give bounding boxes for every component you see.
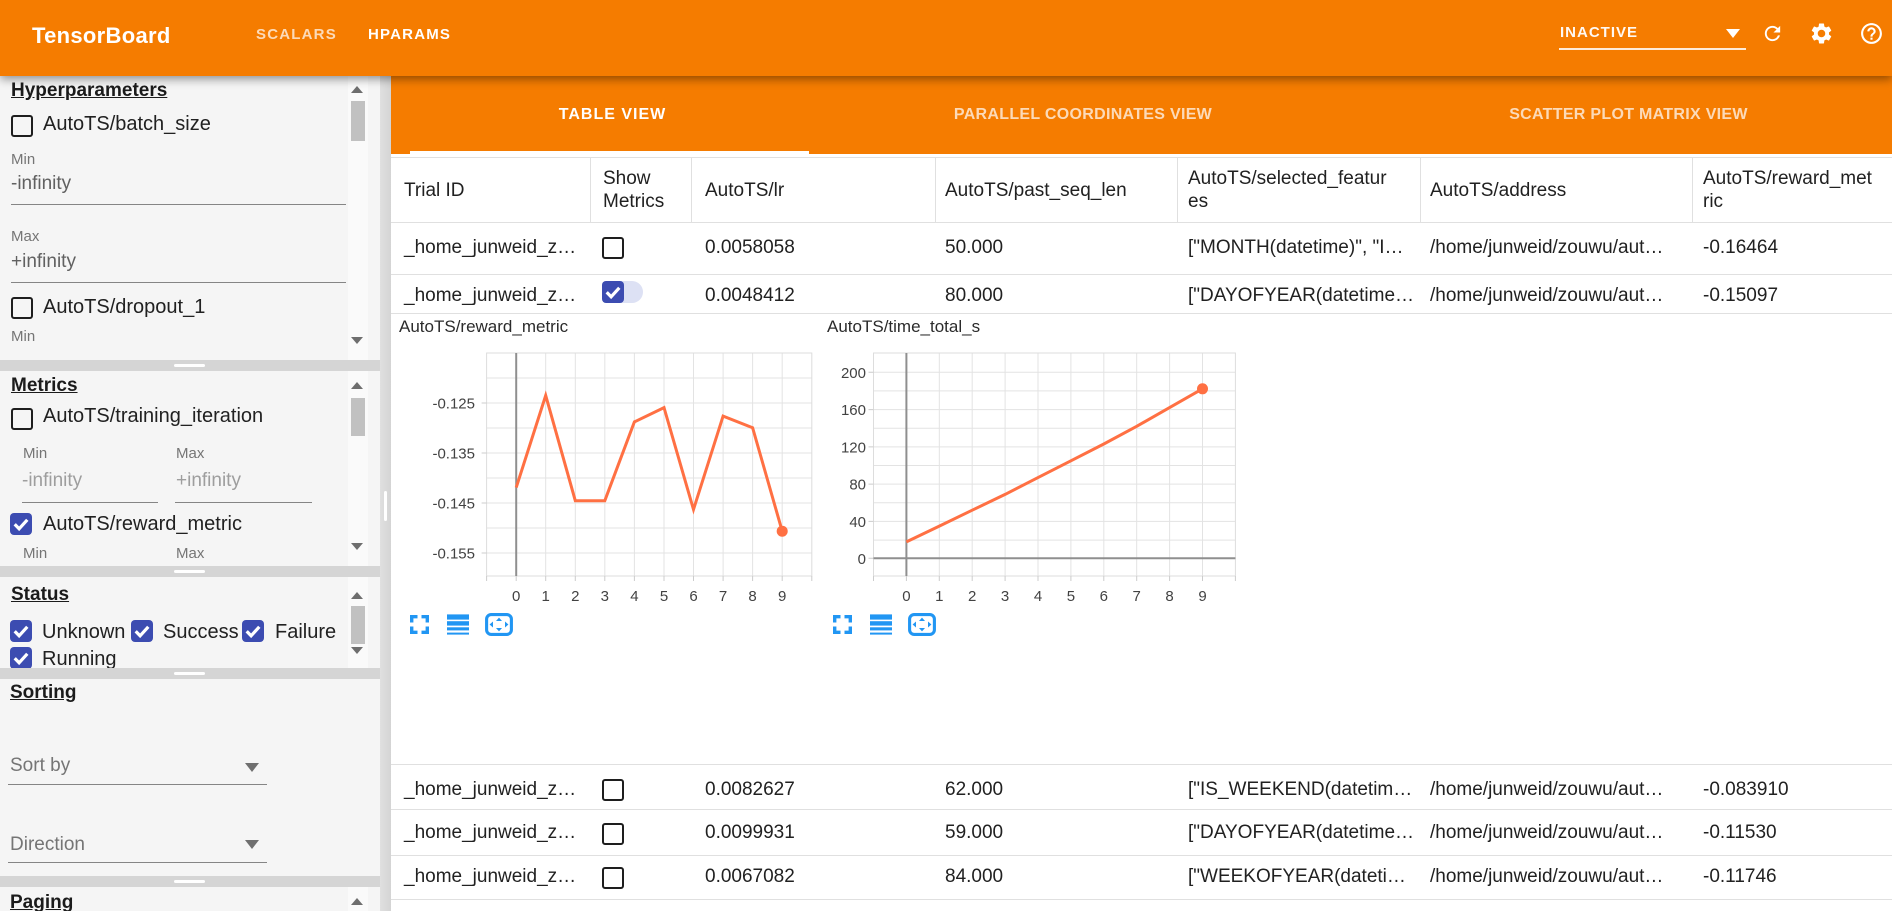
svg-text:3: 3: [1001, 588, 1009, 605]
svg-text:-0.155: -0.155: [432, 546, 475, 563]
svg-text:4: 4: [1034, 588, 1042, 605]
svg-text:9: 9: [778, 588, 786, 605]
svg-text:0: 0: [512, 588, 520, 605]
svg-text:8: 8: [1165, 588, 1173, 605]
svg-text:6: 6: [1100, 588, 1108, 605]
svg-text:1: 1: [935, 588, 943, 605]
svg-text:80: 80: [849, 477, 866, 494]
svg-text:6: 6: [689, 588, 697, 605]
svg-text:9: 9: [1198, 588, 1206, 605]
svg-text:120: 120: [841, 439, 866, 456]
svg-text:0: 0: [902, 588, 910, 605]
svg-text:3: 3: [601, 588, 609, 605]
svg-text:2: 2: [571, 588, 579, 605]
svg-text:8: 8: [748, 588, 756, 605]
svg-text:-0.125: -0.125: [432, 396, 475, 413]
svg-text:0: 0: [858, 551, 866, 568]
svg-text:160: 160: [841, 402, 866, 419]
svg-text:7: 7: [719, 588, 727, 605]
svg-text:4: 4: [630, 588, 638, 605]
svg-text:7: 7: [1133, 588, 1141, 605]
svg-text:2: 2: [968, 588, 976, 605]
svg-text:-0.135: -0.135: [432, 446, 475, 463]
svg-text:200: 200: [841, 365, 866, 382]
svg-text:5: 5: [1067, 588, 1075, 605]
svg-text:5: 5: [660, 588, 668, 605]
svg-text:1: 1: [542, 588, 550, 605]
svg-text:-0.145: -0.145: [432, 496, 475, 513]
svg-text:40: 40: [849, 514, 866, 531]
